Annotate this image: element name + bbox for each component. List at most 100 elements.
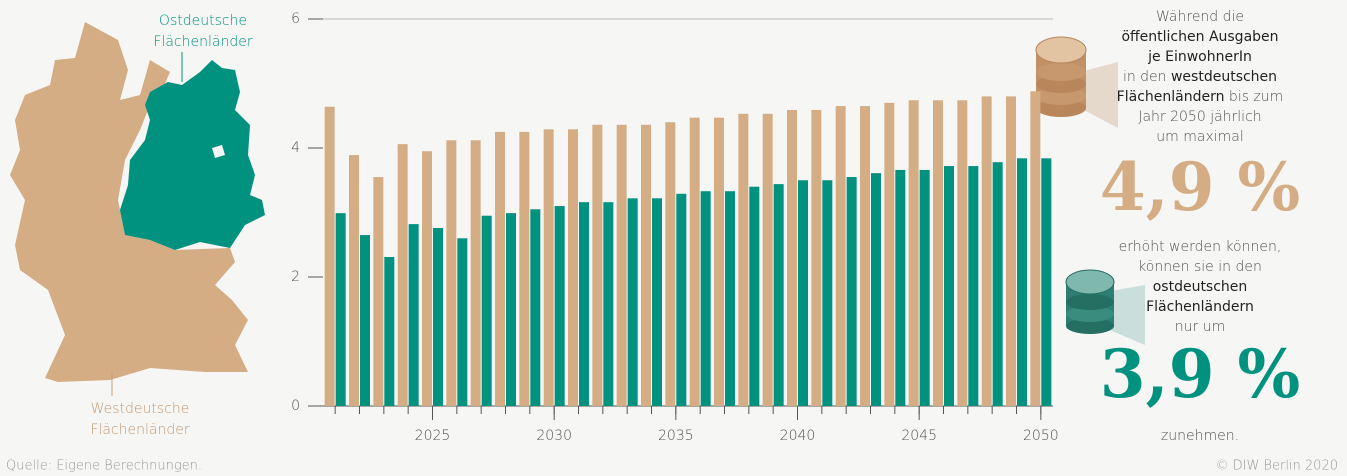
note: Während die öffentlichen Ausgaben je Einwo…	[1100, 9, 1301, 444]
bar	[811, 109, 822, 406]
bar	[568, 129, 578, 407]
bar	[433, 227, 443, 406]
map-east	[120, 60, 265, 250]
x-tick-label: 2045	[901, 428, 937, 444]
bar	[652, 198, 662, 406]
map	[10, 22, 265, 396]
bar	[554, 206, 565, 406]
coin	[1065, 269, 1115, 295]
big-value: 4,9 %	[1100, 148, 1301, 226]
bar	[481, 215, 492, 406]
bar	[530, 209, 541, 406]
coin	[1066, 318, 1114, 334]
x-tick-label: 2035	[658, 428, 694, 444]
bar	[1030, 91, 1041, 407]
bar	[335, 213, 346, 406]
x-tick-label: 2030	[536, 428, 572, 444]
bar	[822, 180, 833, 406]
note-line: je EinwohnerIn	[1147, 49, 1252, 65]
bar	[397, 144, 408, 406]
y-tick-label: 2	[291, 269, 300, 285]
bar	[981, 96, 992, 407]
note-text: westdeutschen	[1171, 69, 1277, 85]
bar	[908, 100, 919, 407]
note-text: Jahr 2050 jährlich	[1138, 109, 1261, 125]
y-tick-label: 6	[291, 11, 300, 27]
bar	[738, 113, 749, 406]
bar	[592, 124, 603, 406]
coin	[1066, 306, 1114, 322]
label-line: Flächenländer	[90, 422, 189, 438]
bar	[676, 193, 687, 406]
bar	[579, 202, 589, 406]
note-text: Flächenländern	[1146, 299, 1254, 315]
bar	[641, 124, 651, 406]
coin-shadow	[1080, 62, 1118, 128]
bar	[457, 238, 468, 406]
bar	[360, 235, 370, 406]
bar	[835, 106, 846, 406]
label-line: Ostdeutsche	[159, 13, 247, 29]
note-text: erhöht werden können,	[1119, 239, 1282, 255]
coin-stack-west	[1035, 36, 1118, 128]
bar	[968, 166, 979, 406]
coin	[1066, 294, 1114, 310]
bar	[470, 140, 481, 406]
note-line: Flächenländern bis zum	[1117, 89, 1284, 105]
note-text: um maximal	[1156, 129, 1243, 145]
note-text: ostdeutschen	[1153, 279, 1248, 295]
bar	[787, 109, 797, 406]
bar	[408, 224, 419, 406]
bar	[773, 184, 784, 406]
big-value: 3,9 %	[1100, 335, 1301, 413]
bar	[373, 177, 384, 406]
bar	[543, 129, 554, 407]
note-line: in den westdeutschen	[1123, 69, 1277, 85]
map-berlin	[212, 145, 225, 158]
x-tick-label: 2025	[415, 428, 451, 444]
bar	[714, 117, 724, 406]
note-text: Flächenländern	[1117, 89, 1225, 105]
note-text: Während die	[1156, 9, 1244, 25]
label-line: Westdeutsche	[91, 401, 190, 417]
bar	[762, 113, 773, 406]
bar	[506, 213, 516, 406]
bar	[446, 140, 457, 406]
bar	[665, 122, 676, 406]
bar	[1006, 96, 1016, 407]
note-line: öffentlichen Ausgaben	[1121, 29, 1278, 45]
label-line: Flächenländer	[153, 34, 252, 50]
bar	[871, 173, 881, 406]
map-label: Westdeutsche Flächenländer	[90, 401, 189, 438]
bar	[798, 180, 808, 406]
bar	[519, 131, 530, 406]
bar	[919, 169, 930, 406]
note-text: bis zum	[1224, 89, 1283, 105]
bar	[933, 100, 943, 407]
note-text: öffentlichen Ausgaben	[1121, 29, 1278, 45]
x-tick-label: 2050	[1023, 428, 1059, 444]
series-label: Ostdeutsche Flächenländer	[153, 13, 252, 50]
note-text: nur um	[1175, 319, 1225, 335]
note-line: um maximal	[1156, 129, 1243, 145]
bar	[603, 202, 614, 406]
note-line: zunehmen.	[1161, 428, 1239, 444]
bar	[689, 117, 700, 406]
note-text: können sie in den	[1138, 259, 1262, 275]
bar	[616, 124, 627, 406]
coin	[1036, 63, 1086, 81]
note-line: Flächenländern	[1146, 299, 1254, 315]
coin-shadow	[1105, 285, 1145, 345]
bar	[384, 257, 395, 406]
coin	[1035, 36, 1087, 64]
note-line: ostdeutschen	[1153, 279, 1248, 295]
coin-stack-east	[1065, 269, 1145, 345]
bar	[725, 191, 735, 406]
bar	[884, 102, 895, 406]
bar	[944, 166, 954, 406]
chart: 0 2 4 6 2025 2030 2035 2040 2045 2050	[291, 11, 1059, 444]
note-line: erhöht werden können,	[1119, 239, 1282, 255]
bar	[422, 151, 432, 406]
bar	[349, 155, 359, 406]
